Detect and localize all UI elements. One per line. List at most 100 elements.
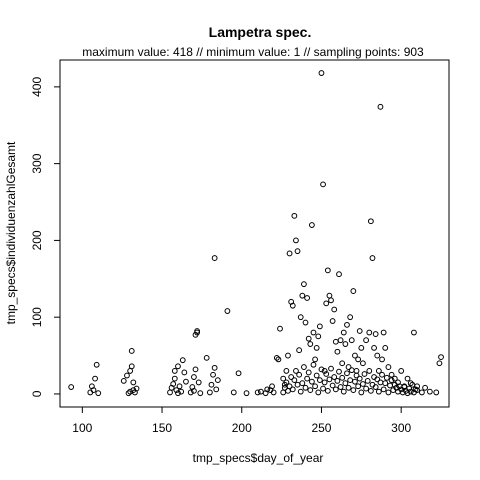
data-point (304, 295, 311, 301)
data-point (307, 387, 314, 394)
data-point (296, 347, 303, 354)
data-point (436, 360, 443, 367)
y-axis: 0 100 200 300 400 (30, 77, 61, 397)
data-point (243, 390, 250, 397)
data-point (191, 374, 197, 380)
data-point (360, 381, 366, 387)
data-point (308, 222, 315, 228)
data-point (315, 389, 322, 396)
data-point (68, 384, 75, 390)
data-point (191, 387, 197, 394)
y-tick-label: 0 (30, 390, 44, 397)
data-point (418, 389, 425, 396)
data-point (312, 356, 318, 363)
data-point (269, 383, 275, 390)
data-point (235, 370, 242, 377)
data-point (433, 389, 440, 396)
data-point (372, 384, 379, 390)
data-point (171, 375, 178, 382)
data-point (339, 374, 346, 381)
data-point (328, 365, 334, 372)
data-point (366, 368, 373, 374)
data-point (277, 325, 283, 332)
data-point (331, 374, 338, 380)
data-point (128, 348, 135, 354)
data-point (187, 389, 194, 396)
data-point (286, 250, 293, 257)
data-point (352, 378, 358, 385)
data-point (308, 378, 315, 385)
x-tick-label: 300 (391, 421, 411, 435)
data-point (382, 380, 389, 387)
data-point (230, 389, 237, 396)
data-point (342, 380, 349, 387)
y-tick-label: 200 (30, 230, 44, 250)
data-point (296, 371, 303, 378)
data-point (323, 371, 330, 377)
data-point (214, 377, 221, 384)
data-point (291, 377, 298, 384)
data-point (358, 344, 365, 351)
data-point (385, 364, 392, 370)
data-point (299, 380, 306, 387)
data-point (336, 271, 342, 278)
y-axis-label: tmp_specs$individuenzahlGesamt (4, 141, 18, 324)
data-point (289, 386, 296, 393)
data-point (192, 366, 199, 373)
data-point (316, 323, 323, 330)
data-point (280, 375, 287, 382)
data-point (348, 367, 355, 374)
data-point (254, 389, 261, 396)
data-point (388, 371, 395, 378)
data-point (289, 302, 296, 309)
data-point (344, 321, 350, 328)
data-point (293, 368, 299, 374)
data-point (321, 368, 328, 374)
data-point (388, 377, 395, 384)
x-tick-label: 150 (152, 421, 172, 435)
data-point (195, 379, 202, 386)
data-point (348, 337, 355, 344)
x-tick-label: 100 (72, 421, 92, 435)
data-point (124, 372, 130, 379)
data-point (379, 356, 385, 363)
data-point (367, 387, 374, 394)
data-point (288, 374, 295, 380)
data-point (328, 297, 334, 304)
data-point (356, 375, 363, 382)
data-point (438, 354, 444, 360)
data-point (224, 308, 231, 314)
data-point (356, 328, 363, 334)
data-point (324, 387, 331, 394)
data-point (264, 386, 271, 393)
data-point (380, 329, 387, 336)
data-point (270, 389, 277, 396)
data-point (350, 288, 357, 294)
data-point (133, 385, 140, 392)
data-point (374, 352, 381, 359)
data-point (337, 384, 344, 390)
data-point (313, 344, 320, 351)
data-point (307, 341, 314, 347)
data-point (299, 292, 306, 299)
data-point (170, 381, 177, 387)
data-point (379, 371, 385, 378)
data-point (332, 386, 339, 393)
data-point (273, 354, 280, 361)
data-point (181, 369, 188, 376)
data-point (339, 360, 346, 367)
data-point (171, 368, 178, 374)
data-point (320, 181, 326, 188)
data-point (301, 364, 307, 370)
data-point (385, 389, 392, 396)
data-point (310, 329, 317, 336)
data-point (361, 371, 368, 377)
data-point (366, 329, 373, 336)
data-point (345, 384, 352, 391)
data-point (316, 377, 323, 384)
data-point (334, 377, 341, 384)
data-point (344, 370, 350, 377)
data-point (411, 329, 417, 336)
